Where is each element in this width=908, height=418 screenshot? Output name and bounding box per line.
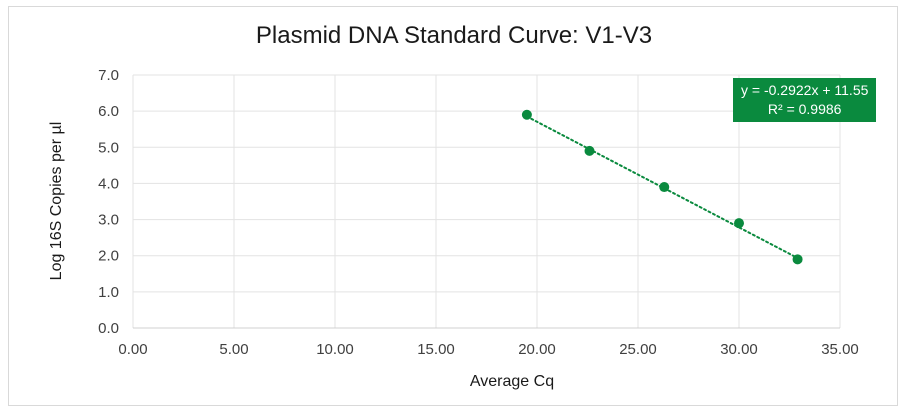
chart-frame bbox=[8, 6, 898, 406]
y-axis-label: Log 16S Copies per µl bbox=[48, 122, 65, 281]
x-tick-label: 5.00 bbox=[219, 341, 248, 358]
y-tick-label: 7.0 bbox=[98, 67, 119, 84]
data-point bbox=[584, 145, 595, 156]
trendline-equation-box: y = -0.2922x + 11.55 R² = 0.9986 bbox=[733, 78, 877, 122]
x-tick-label: 10.00 bbox=[316, 341, 354, 358]
y-tick-label: 5.0 bbox=[98, 139, 119, 156]
y-tick-label: 1.0 bbox=[98, 284, 119, 301]
data-point bbox=[792, 254, 803, 265]
x-tick-label: 25.00 bbox=[619, 341, 657, 358]
y-tick-label: 3.0 bbox=[98, 212, 119, 229]
data-point bbox=[659, 182, 670, 193]
data-points bbox=[521, 109, 803, 265]
x-axis-label: Average Cq bbox=[470, 373, 554, 390]
y-tick-label: 4.0 bbox=[98, 175, 119, 192]
chart-title: Plasmid DNA Standard Curve: V1-V3 bbox=[255, 22, 653, 49]
data-point bbox=[734, 218, 744, 229]
x-tick-label: 15.00 bbox=[417, 341, 455, 358]
x-tick-label: 30.00 bbox=[720, 341, 758, 358]
y-tick-label: 6.0 bbox=[98, 103, 119, 120]
y-tick-label: 0.0 bbox=[98, 320, 119, 337]
x-tick-label: 0.00 bbox=[118, 341, 147, 358]
trendline-equation: y = -0.2922x + 11.55 bbox=[741, 82, 869, 98]
x-tick-label: 35.00 bbox=[821, 341, 859, 358]
x-tick-label: 20.00 bbox=[518, 341, 556, 358]
y-tick-label: 2.0 bbox=[98, 248, 119, 265]
r-squared-value: R² = 0.9986 bbox=[767, 101, 842, 117]
axis-group: 0.00 5.00 10.00 15.00 20.00 25.00 30.00 35.00 0.… bbox=[98, 67, 859, 358]
data-point bbox=[521, 109, 532, 120]
